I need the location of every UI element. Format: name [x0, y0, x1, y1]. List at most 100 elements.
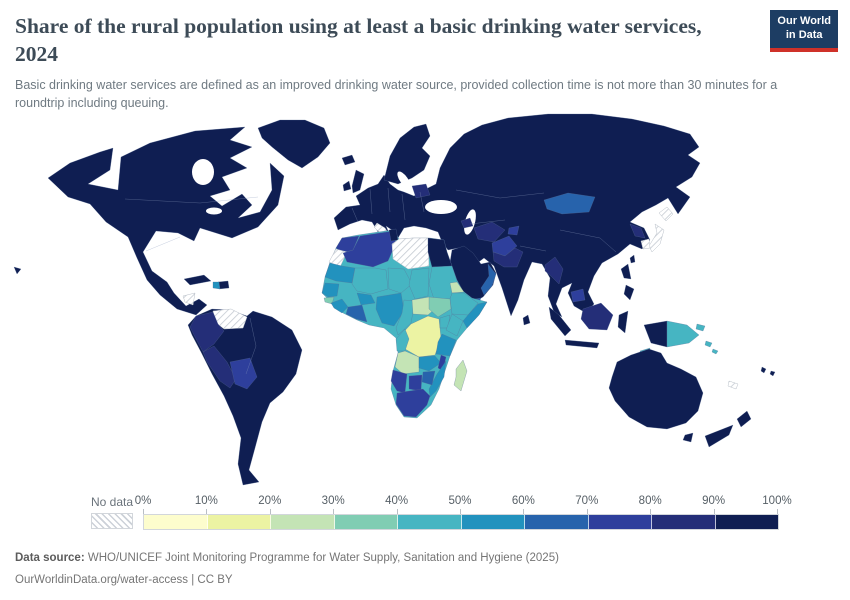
region-japan[interactable] [648, 206, 674, 253]
legend-bin-70-80%[interactable] [588, 515, 652, 529]
region-eritrea[interactable] [449, 281, 465, 294]
region-united-kingdom[interactable] [351, 169, 365, 194]
legend-bin-30-40%[interactable] [334, 515, 398, 529]
region-zimbabwe[interactable] [421, 370, 436, 386]
region-java[interactable] [564, 339, 600, 349]
legend-tick-mark [460, 509, 461, 514]
legend-tick-mark [396, 509, 398, 514]
legend-bin-0-10%[interactable] [144, 515, 208, 529]
legend-bin-40-50%[interactable] [398, 515, 462, 529]
region-new-zealand[interactable] [704, 410, 752, 448]
region-tanzania[interactable] [435, 333, 457, 357]
legend-bin-10-20%[interactable] [207, 515, 271, 529]
region-nicaragua[interactable] [182, 292, 196, 306]
footer-link[interactable]: OurWorldinData.org/water-access [15, 573, 188, 586]
legend-tick-mark [586, 509, 588, 514]
region-nigeria[interactable] [375, 292, 405, 327]
legend-bin-50-60%[interactable] [461, 515, 525, 529]
region-cuba[interactable] [183, 274, 212, 286]
legend-tick-label: 60% [511, 495, 535, 507]
legend-tick-mark [523, 509, 525, 514]
region-namibia[interactable] [390, 369, 408, 394]
region-sumatra[interactable] [548, 306, 572, 337]
region-greenland[interactable] [257, 119, 331, 169]
region-australia[interactable] [608, 348, 704, 430]
legend-tick-mark [777, 509, 778, 514]
owid-logo-line1: Our World [777, 15, 831, 27]
region-myanmar[interactable] [544, 256, 564, 285]
region-tajikistan[interactable] [507, 225, 520, 236]
region-papua-new-guinea[interactable] [666, 320, 706, 348]
region-ireland[interactable] [342, 180, 352, 192]
region-south-africa[interactable] [395, 388, 431, 418]
region-philippines[interactable] [620, 263, 635, 301]
region-eurasia[interactable] [333, 113, 701, 318]
region-ethiopia[interactable] [449, 292, 479, 316]
region-haiti[interactable] [212, 281, 221, 290]
region-scandinavia[interactable] [383, 123, 431, 185]
region-borneo[interactable] [580, 302, 614, 331]
region-pakistan[interactable] [492, 247, 524, 268]
region-azerbaijan[interactable] [460, 217, 474, 229]
chart-subtitle: Basic drinking water services are define… [15, 78, 778, 111]
region-sulawesi[interactable] [617, 310, 629, 334]
legend-tick-label: 70% [575, 495, 599, 507]
legend-scale: 0% 10% 20% 30% 40% 50% 60% 70% 80% 90% 100% [135, 495, 792, 531]
chart-footer: Data source: WHO/UNICEF Joint Monitoring… [15, 548, 835, 592]
legend-no-data-swatch[interactable] [91, 513, 133, 529]
region-south-korea[interactable] [640, 238, 651, 250]
region-iceland[interactable] [341, 154, 356, 166]
region-mozambique[interactable] [428, 360, 447, 398]
region-congo-gabon[interactable] [395, 328, 410, 352]
region-zambia[interactable] [418, 355, 442, 372]
country-borders [124, 187, 617, 375]
legend-no-data[interactable]: No data [86, 495, 138, 529]
region-uzbekistan-turkmenistan[interactable] [473, 221, 506, 243]
region-cote-divoire-ghana[interactable] [345, 304, 368, 323]
region-bolivia[interactable] [229, 357, 258, 390]
region-oman[interactable] [480, 263, 497, 296]
legend-tick-mark [650, 509, 652, 514]
region-mali[interactable] [351, 267, 389, 295]
chart-title: Share of the rural population using at l… [15, 14, 702, 67]
region-west-papua[interactable] [643, 320, 668, 348]
source-label: Data source: [15, 552, 85, 564]
legend-bin-20-30%[interactable] [271, 515, 335, 529]
region-taiwan[interactable] [629, 254, 636, 264]
region-vanuatu-fiji[interactable] [760, 366, 776, 377]
legend-tick-mark [269, 509, 271, 514]
region-tasmania[interactable] [682, 432, 694, 443]
region-chad[interactable] [408, 267, 430, 300]
region-madagascar[interactable] [453, 359, 468, 392]
legend-tick-mark [143, 509, 144, 514]
region-solomon-islands[interactable] [704, 340, 719, 355]
region-angola[interactable] [394, 350, 420, 375]
region-north-korea[interactable] [629, 223, 646, 239]
legend-tick-label: 50% [448, 495, 472, 507]
region-south-sudan[interactable] [428, 296, 452, 318]
legend-bin-90-100%[interactable] [715, 515, 778, 529]
region-belarus[interactable] [411, 183, 431, 199]
region-cambodia[interactable] [570, 288, 586, 303]
region-sri-lanka[interactable] [522, 314, 531, 326]
region-colombia-ecuador[interactable] [189, 311, 225, 353]
license-text: CC BY [197, 573, 233, 586]
legend-tick-label: 40% [385, 495, 409, 507]
region-new-caledonia[interactable] [727, 380, 739, 390]
region-mongolia[interactable] [543, 192, 596, 215]
region-kenya[interactable] [445, 313, 464, 337]
region-burkina-faso[interactable] [356, 292, 376, 306]
region-niger[interactable] [387, 267, 413, 294]
region-senegal[interactable] [321, 282, 340, 298]
legend-bin-80-90%[interactable] [652, 515, 716, 529]
legend-tick-label: 30% [321, 495, 345, 507]
region-peru[interactable] [202, 345, 237, 389]
region-hawaii[interactable] [13, 266, 22, 275]
region-north-america[interactable] [47, 126, 285, 316]
legend-bin-60-70%[interactable] [525, 515, 589, 529]
footer-source-line: Data source: WHO/UNICEF Joint Monitoring… [15, 548, 835, 570]
map-legend: No data 0% 10% 20% 30% 40% 50% 60% 70% 80% 90% 100… [0, 495, 850, 531]
region-botswana[interactable] [408, 374, 423, 392]
region-guinea[interactable] [330, 298, 349, 314]
owid-logo[interactable]: Our World in Data [770, 10, 838, 52]
